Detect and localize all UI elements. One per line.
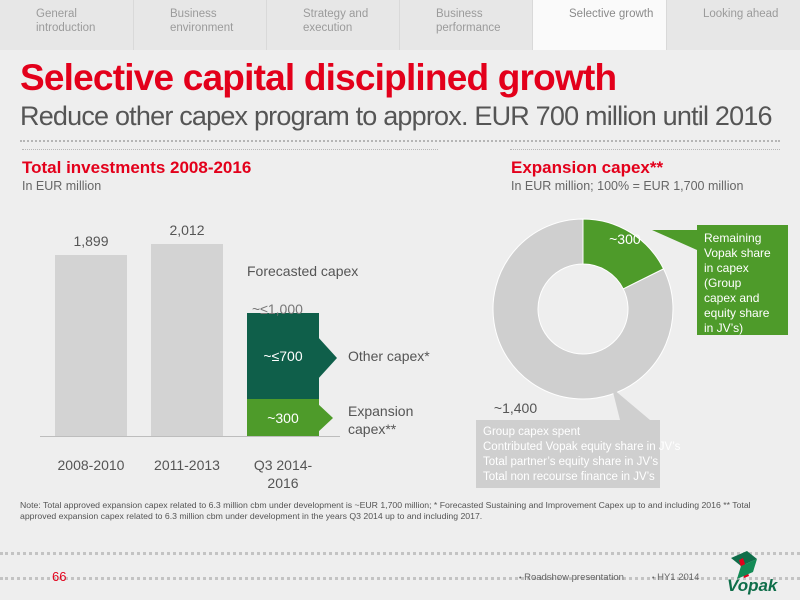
total-investments-unit: In EUR million: [22, 179, 102, 193]
callout-bottom-text: Group capex spent Contributed Vopak equi…: [483, 425, 680, 485]
callout-bottom-line: Total non recourse finance in JV’s: [483, 471, 655, 483]
bar-2008-2010: [55, 254, 127, 436]
left-section-divider: [22, 149, 438, 150]
footer-period-text: HY1 2014: [657, 572, 700, 583]
footer-period: • HY1 2014: [652, 572, 699, 583]
callout-top-line: equity share: [704, 306, 770, 320]
bar-segment-other-capex: ~≤700: [247, 313, 319, 400]
footer-dots-top: [0, 552, 800, 555]
tab-business-environment[interactable]: Business environment: [134, 0, 267, 50]
tab-label: Selective growth: [569, 8, 654, 20]
category-label: Q3 2014- 2016: [253, 457, 313, 491]
callout-top-line: Remaining: [704, 231, 762, 245]
callout-top-pointer: [652, 230, 697, 250]
total-investments-title: Total investments 2008-2016: [22, 158, 252, 177]
bar-value-label: 1,899: [73, 232, 109, 249]
bullet-icon: •: [519, 575, 522, 582]
footnote: Note: Total approved expansion capex rel…: [20, 500, 751, 521]
expansion-capex-unit: In EUR million; 100% = EUR 1,700 million: [511, 179, 744, 193]
footer-dots-bottom: [0, 577, 800, 580]
bar-2011-2013: [151, 244, 223, 436]
tab-general-introduction[interactable]: General introduction: [0, 0, 134, 50]
callout-bottom-line: Group capex spent: [483, 426, 581, 438]
tab-business-performance[interactable]: Business performance: [400, 0, 533, 50]
other-capex-label: Other capex*: [348, 348, 430, 364]
callout-top-text: Remaining Vopak share in capex (Group ca…: [704, 231, 771, 336]
tab-strategy-and-execution[interactable]: Strategy and execution: [267, 0, 400, 50]
donut-slice-label: ~300: [609, 231, 641, 247]
expansion-capex-label: Expansion capex**: [348, 402, 413, 438]
expansion-capex-arrow: [317, 403, 333, 433]
bullet-icon: •: [652, 575, 655, 582]
right-section-divider: [510, 149, 780, 150]
other-capex-arrow: [317, 336, 337, 380]
vopak-logo: Vopak: [713, 546, 799, 596]
tab-label: Business environment: [170, 8, 234, 34]
callout-bottom-box: [476, 420, 660, 488]
donut-slice-label: ~1,400: [494, 400, 537, 416]
header-divider: [20, 140, 780, 142]
callout-top-line: in capex: [704, 261, 749, 275]
expansion-capex-label-line1: Expansion: [348, 403, 414, 419]
expansion-capex-title: Expansion capex**: [511, 158, 664, 177]
page-number: 66: [52, 569, 67, 584]
vopak-logo-mark: Vopak: [727, 551, 779, 595]
category-label: 2008-2010: [57, 457, 125, 473]
tab-label: Strategy and execution: [303, 8, 369, 34]
callout-bottom-line: Total partner’s equity share in JV’s: [483, 456, 659, 468]
donut-slice-other: [492, 218, 674, 400]
tab-selective-growth[interactable]: Selective growth: [533, 0, 667, 50]
bar-value-label: 2,012: [169, 222, 205, 239]
forecast-total-label: ~≤1,000: [252, 301, 303, 317]
callout-top-line: in JV’s): [704, 321, 744, 335]
callout-top-line: capex and: [704, 291, 760, 305]
forecasted-capex-label: Forecasted capex: [247, 263, 359, 279]
tab-label: Business performance: [436, 8, 501, 34]
category-label: 2011-2013: [154, 457, 220, 473]
footer-doc-name: • Roadshow presentation: [519, 572, 624, 583]
bar-chart-axis: [40, 436, 340, 437]
page-subtitle: Reduce other capex program to approx. EU…: [20, 101, 773, 131]
callout-top-line: (Group: [704, 276, 742, 290]
callout-bottom-line: Contributed Vopak equity share in JV’s: [483, 441, 681, 453]
callout-top-line: Vopak share: [704, 246, 771, 260]
vopak-wordmark: Vopak: [727, 576, 779, 595]
page-title: Selective capital disciplined growth: [20, 57, 617, 98]
bar-segment-expansion-capex: ~300: [247, 399, 319, 436]
callout-top-box: [697, 225, 788, 335]
tab-label: General introduction: [36, 8, 96, 34]
callout-bottom-pointer: [612, 388, 650, 420]
footer-doc-name-text: Roadshow presentation: [524, 572, 624, 583]
section-tabs: General introduction Business environmen…: [0, 0, 800, 50]
expansion-capex-label-line2: capex**: [348, 421, 397, 437]
tab-label: Looking ahead: [703, 8, 779, 20]
tab-looking-ahead[interactable]: Looking ahead: [667, 0, 800, 50]
